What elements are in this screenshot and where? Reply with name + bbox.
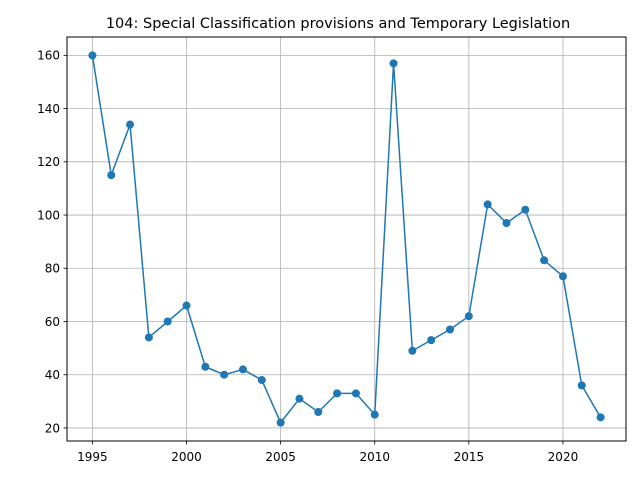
- y-tick-label: 140: [37, 102, 60, 116]
- data-point-2013: [427, 336, 436, 345]
- data-point-2005: [276, 418, 285, 427]
- x-tick-label: 2020: [548, 450, 579, 464]
- data-point-2003: [238, 365, 247, 374]
- data-point-1995: [88, 51, 97, 60]
- x-tick-label: 2015: [454, 450, 485, 464]
- axis-ticks: [63, 54, 564, 445]
- axis-tick-labels: 1995 2000 2005 2010 2015 20202040608010012014…: [37, 49, 578, 464]
- data-point-2009: [351, 389, 360, 398]
- data-point-2015: [464, 312, 473, 321]
- data-point-2006: [295, 394, 304, 403]
- data-series: [88, 51, 605, 427]
- grid-lines: [67, 37, 626, 441]
- data-point-2001: [201, 362, 210, 371]
- x-tick-label: 1995: [77, 450, 108, 464]
- data-point-2007: [314, 407, 323, 416]
- y-tick-label: 40: [45, 368, 60, 382]
- data-point-2016: [483, 200, 492, 209]
- data-point-2017: [502, 219, 511, 228]
- y-tick-label: 80: [45, 262, 60, 276]
- data-point-2011: [389, 59, 398, 68]
- data-point-2008: [333, 389, 342, 398]
- data-point-2018: [521, 205, 530, 214]
- data-point-2004: [257, 376, 266, 385]
- data-point-2014: [446, 325, 455, 334]
- chart-title: 104: Special Classification provisions a…: [106, 16, 570, 32]
- data-point-1999: [163, 317, 172, 326]
- data-point-2002: [220, 370, 229, 379]
- x-tick-label: 2000: [171, 450, 202, 464]
- y-tick-label: 60: [45, 315, 60, 329]
- data-point-2021: [577, 381, 586, 390]
- data-point-2022: [596, 413, 605, 422]
- x-tick-label: 2005: [265, 450, 296, 464]
- data-point-2010: [370, 410, 379, 419]
- y-tick-label: 20: [45, 421, 60, 435]
- series-line: [91, 55, 602, 424]
- y-tick-label: 100: [37, 208, 60, 222]
- data-point-2000: [182, 301, 191, 310]
- x-tick-label: 2010: [359, 450, 390, 464]
- y-tick-label: 120: [37, 155, 60, 169]
- data-point-1998: [144, 333, 153, 342]
- data-point-1996: [107, 171, 116, 180]
- data-point-1997: [126, 120, 135, 129]
- data-point-2012: [408, 346, 417, 355]
- data-point-2019: [540, 256, 549, 265]
- data-point-2020: [558, 272, 567, 281]
- plot-frame: [66, 36, 627, 442]
- y-tick-label: 160: [37, 49, 60, 63]
